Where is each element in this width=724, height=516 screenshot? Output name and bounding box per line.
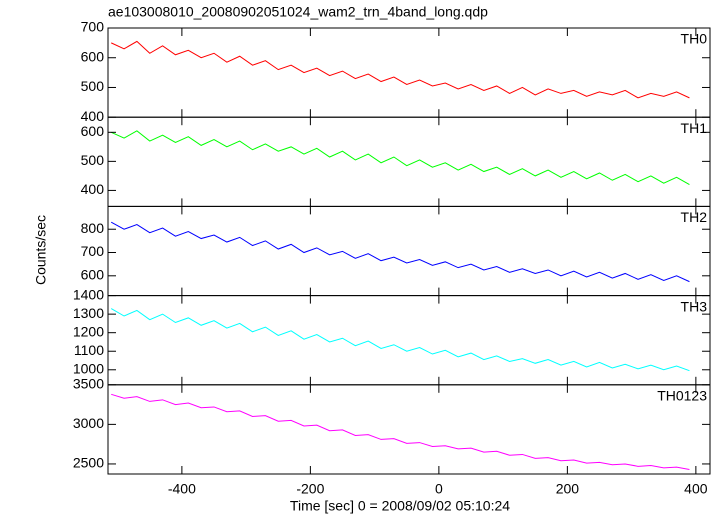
panel-frame <box>107 384 711 475</box>
x-tick-label: 400 <box>684 481 708 497</box>
data-line <box>110 221 690 283</box>
panel-label: TH3 <box>681 298 708 314</box>
y-tick-label: 400 <box>81 181 105 197</box>
x-axis-label: Time [sec] 0 = 2008/09/02 05:10:24 <box>290 498 510 514</box>
panel-frame <box>107 27 711 118</box>
panel-label: TH1 <box>681 120 708 136</box>
x-tick-label: 200 <box>556 481 580 497</box>
panel-frame <box>107 295 711 386</box>
y-tick-label: 400 <box>81 108 105 124</box>
y-tick-label: 1100 <box>74 342 104 358</box>
panel-frame <box>107 205 711 297</box>
y-tick-label: 1300 <box>73 305 104 321</box>
x-tick-label: -400 <box>168 481 196 497</box>
data-line <box>110 308 690 372</box>
data-line <box>111 393 690 470</box>
data-line <box>111 40 690 99</box>
y-tick-label: 500 <box>81 78 105 94</box>
chart-title: ae103008010_20080902051024_wam2_trn_4ban… <box>108 4 488 20</box>
panel-label: TH0 <box>681 31 708 47</box>
y-tick-label: 600 <box>81 123 105 139</box>
y-tick-label: 600 <box>81 48 105 64</box>
data-line <box>111 130 690 186</box>
x-tick-label: -200 <box>296 481 324 497</box>
y-tick-label: 3000 <box>73 415 104 431</box>
panel-frame <box>107 116 711 207</box>
y-tick-label: 700 <box>81 243 105 259</box>
y-tick-label: 2500 <box>73 455 104 471</box>
y-tick-label: 800 <box>81 220 105 236</box>
y-tick-label: 600 <box>81 267 105 283</box>
panel-label: TH0123 <box>657 388 707 404</box>
y-axis-label: Counts/sec <box>33 215 49 285</box>
y-tick-label: 500 <box>81 152 105 168</box>
x-tick-label: 0 <box>435 481 443 497</box>
panel-label: TH2 <box>681 209 708 225</box>
y-tick-label: 1000 <box>73 360 104 376</box>
y-tick-label: 1200 <box>73 323 104 339</box>
y-tick-label: 700 <box>81 19 105 35</box>
y-tick-label: 3500 <box>73 376 104 392</box>
y-tick-label: 1400 <box>73 286 104 302</box>
